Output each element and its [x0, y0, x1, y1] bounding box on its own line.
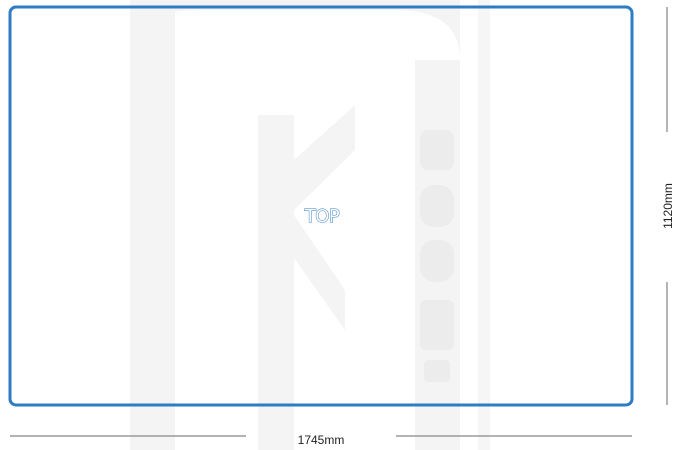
height-dimension: 1120mm: [661, 7, 675, 405]
watermark-com-letter-3: [420, 240, 454, 282]
panel-outline: [8, 5, 634, 407]
height-dimension-label: 1120mm: [661, 183, 675, 229]
watermark-com-letter-4: [420, 300, 454, 350]
watermark-top-arc: [130, 0, 460, 60]
watermark-k-stem: [258, 115, 294, 450]
watermark-com-dot: [424, 360, 450, 382]
watermark-k-leg: [294, 215, 345, 330]
panel-top-label: TOP: [304, 206, 340, 227]
watermark-k-arm: [294, 105, 355, 210]
watermark-u-left-stem: [130, 0, 175, 450]
watermark-com-letter-2: [420, 185, 454, 227]
watermark-far-right-stem: [478, 0, 490, 450]
watermark-com-letter-1: [420, 130, 454, 170]
width-dimension: 1745mm: [10, 433, 632, 447]
width-dimension-label: 1745mm: [298, 433, 345, 447]
